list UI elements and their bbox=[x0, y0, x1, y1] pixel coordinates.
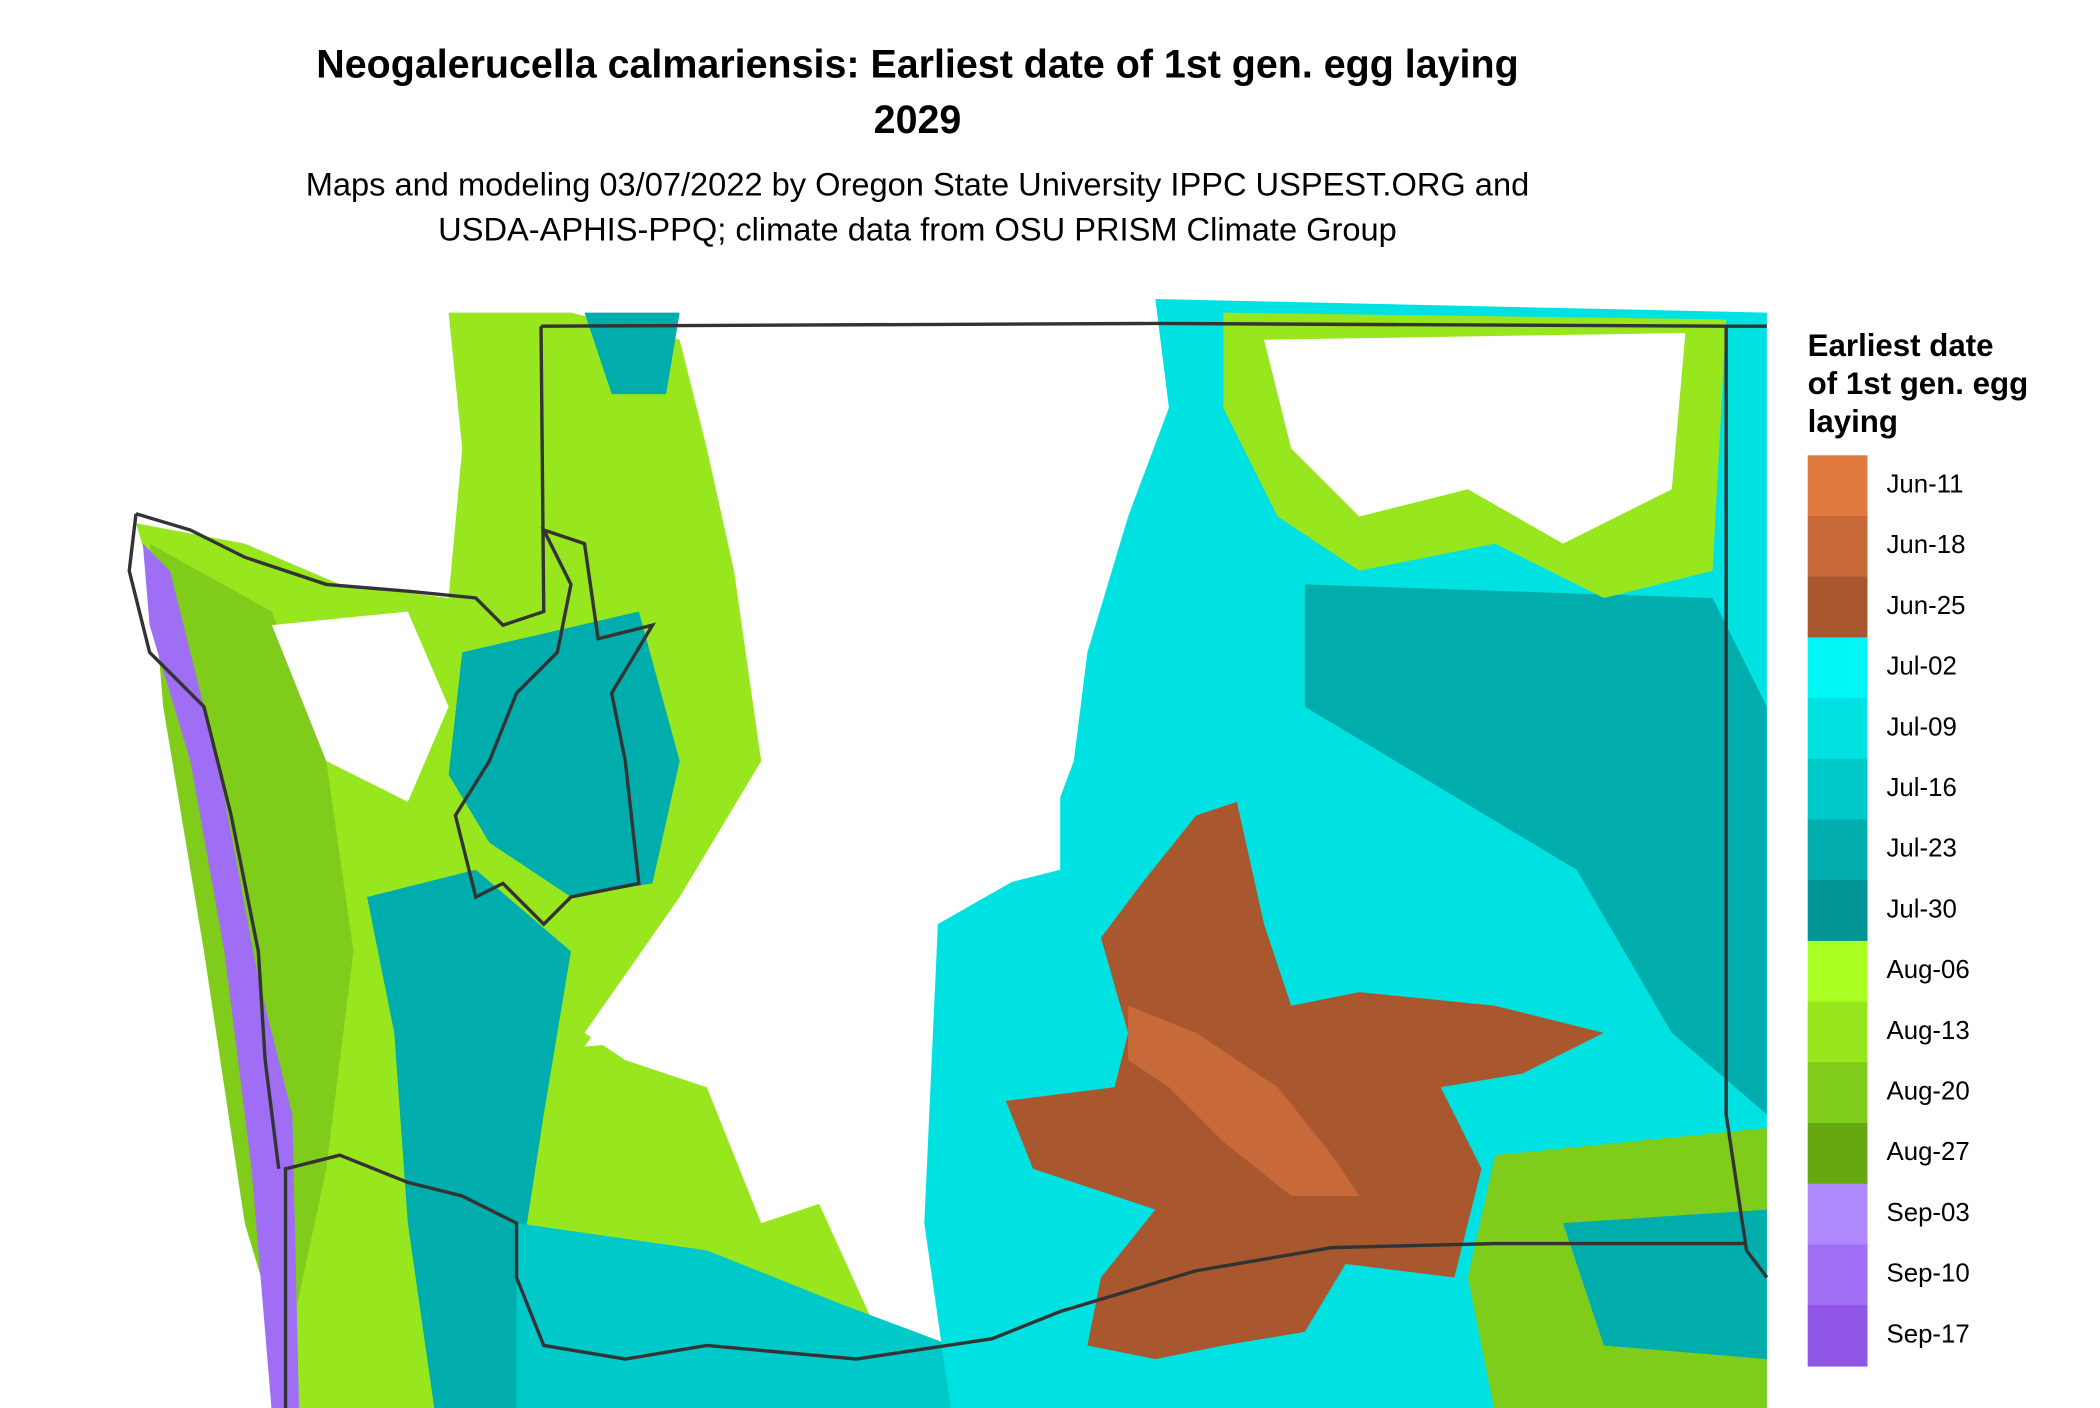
region-southwest bbox=[367, 869, 571, 1408]
legend-swatch bbox=[1807, 940, 1868, 1003]
subtitle: Maps and modeling 03/07/2022 by Oregon S… bbox=[306, 166, 1530, 203]
puget-sound bbox=[453, 527, 657, 927]
legend-label: Jul-16 bbox=[1887, 774, 1957, 802]
legend-title: Earliest date bbox=[1808, 328, 1994, 363]
region-olympic-white bbox=[271, 611, 449, 802]
region-southeast-blue bbox=[1563, 1209, 1767, 1360]
legend-swatch bbox=[1807, 880, 1868, 942]
legend-label: Jun-25 bbox=[1887, 592, 1966, 620]
region-basin-light bbox=[1128, 1005, 1360, 1196]
title: 2029 bbox=[874, 98, 962, 142]
region-coast bbox=[142, 543, 299, 1408]
legend-label: Sep-17 bbox=[1887, 1320, 1970, 1348]
legend-swatch bbox=[1807, 1062, 1868, 1124]
legend: Earliest date of 1st gen. egg laying Jun… bbox=[1807, 328, 2029, 1367]
legend-swatch bbox=[1807, 1123, 1868, 1185]
region-cascades-white bbox=[584, 319, 1061, 1224]
legend-swatch bbox=[1807, 758, 1868, 821]
legend-label: Jul-30 bbox=[1887, 895, 1957, 923]
legend-label: Jul-09 bbox=[1887, 713, 1957, 741]
subtitle: USDA-APHIS-PPQ; climate data from OSU PR… bbox=[438, 211, 1397, 248]
legend-label: Jun-18 bbox=[1887, 531, 1966, 559]
legend-swatch bbox=[1807, 637, 1868, 699]
legend-swatch bbox=[1807, 698, 1868, 760]
legend-swatch bbox=[1807, 819, 1868, 881]
title: Neogalerucella calmariensis: Earliest da… bbox=[316, 42, 1518, 86]
legend-title: of 1st gen. egg bbox=[1808, 366, 2029, 401]
legend-label: Aug-20 bbox=[1887, 1078, 1970, 1106]
legend-label: Sep-03 bbox=[1887, 1199, 1970, 1227]
legend-swatch bbox=[1807, 515, 1868, 578]
region-east-mid bbox=[1304, 584, 1767, 1115]
region-puget bbox=[448, 611, 680, 897]
region-columbia-west bbox=[516, 1223, 952, 1408]
legend-label: Jul-23 bbox=[1887, 835, 1957, 863]
legend-label: Aug-13 bbox=[1887, 1017, 1970, 1045]
region-basin bbox=[1005, 801, 1604, 1360]
legend-swatch bbox=[1807, 1183, 1868, 1246]
map bbox=[127, 298, 1769, 1408]
legend-swatch bbox=[1807, 1244, 1868, 1306]
legend-label: Sep-10 bbox=[1887, 1260, 1970, 1288]
legend-label: Aug-06 bbox=[1887, 956, 1970, 984]
legend-label: Jul-02 bbox=[1887, 653, 1957, 681]
region-east-north-white bbox=[1264, 332, 1686, 544]
legend-swatch bbox=[1807, 576, 1868, 639]
legend-swatch bbox=[1807, 1001, 1868, 1064]
legend-label: Jun-11 bbox=[1887, 470, 1964, 498]
legend-swatch bbox=[1807, 1305, 1868, 1367]
state-boundary bbox=[127, 321, 1769, 1408]
legend-title: laying bbox=[1808, 404, 1898, 439]
legend-swatch bbox=[1807, 455, 1868, 517]
legend-label: Aug-27 bbox=[1887, 1138, 1970, 1166]
region-north-cascades bbox=[584, 312, 680, 395]
